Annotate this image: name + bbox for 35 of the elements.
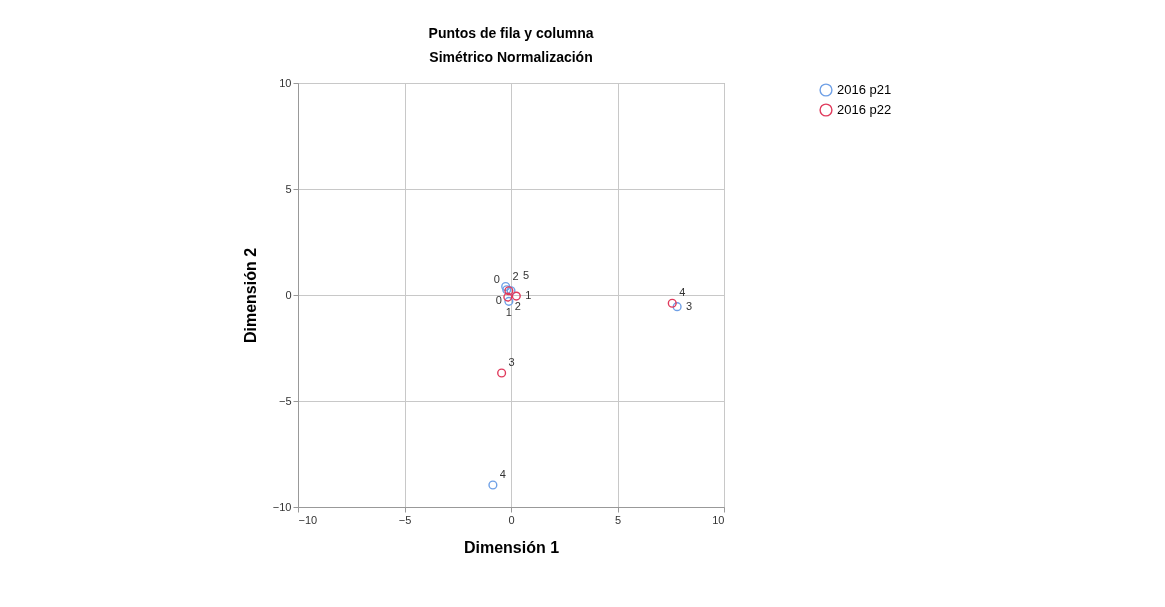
- x-axis-title: Dimensión 1: [463, 538, 560, 556]
- y-tick-label: −10: [272, 500, 292, 513]
- annotation: 1: [505, 306, 512, 319]
- y-tick-label: −5: [278, 394, 292, 407]
- y-axis-title: Dimensión 2: [241, 247, 259, 344]
- annotation: 4: [679, 286, 686, 299]
- annotation: 5: [522, 268, 530, 281]
- legend-label: 2016 p22: [837, 102, 892, 117]
- chart-subtitle: Simétrico Normalización: [429, 49, 593, 65]
- point: [497, 368, 507, 378]
- x-tick-label: 5: [614, 513, 622, 526]
- annotation: 3: [686, 299, 693, 312]
- annotation: 3: [508, 356, 515, 369]
- x-tick-label: 0: [508, 513, 515, 526]
- point: [488, 480, 498, 490]
- x-tick-label: −5: [398, 513, 412, 526]
- y-tick-label: 0: [285, 288, 292, 301]
- legend-label: 2016 p21: [837, 82, 892, 97]
- y-tick-label: 10: [279, 76, 292, 89]
- annotation: 0: [495, 293, 502, 306]
- point: [501, 281, 511, 292]
- y-tick-label: 5: [285, 182, 292, 195]
- point: [672, 302, 682, 312]
- annotation: 0: [493, 272, 500, 285]
- chart-title: Puntos de fila y columna: [428, 25, 594, 41]
- annotation: 2: [514, 300, 521, 313]
- point: [504, 296, 514, 306]
- x-tick-label: −10: [298, 513, 318, 526]
- point: [667, 298, 677, 308]
- x-tick-label: 10: [712, 513, 725, 526]
- point: [503, 292, 513, 302]
- annotation: 4: [499, 467, 506, 480]
- point: [511, 291, 521, 301]
- annotation: 2: [512, 269, 519, 282]
- annotation: 1: [525, 289, 532, 302]
